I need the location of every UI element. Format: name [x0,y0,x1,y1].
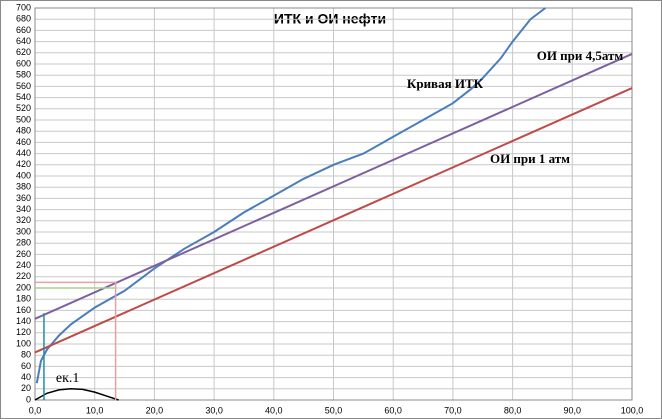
y-tick-label: 520 [16,103,31,113]
y-tick-label: 440 [16,148,31,158]
series-line [35,7,547,384]
series-line [34,87,633,354]
plot-area [34,7,633,401]
x-tick-label: 0,0 [29,405,42,415]
y-tick-label: 20 [21,383,31,393]
y-tick-label: 240 [16,260,31,270]
series-line [34,388,119,401]
y-tick-label: 580 [16,70,31,80]
y-tick-label: 0 [26,394,31,404]
y-tick-label: 60 [21,361,31,371]
y-tick-label: 340 [16,204,31,214]
y-tick-label: 560 [16,81,31,91]
annotation: ек.1 [56,371,80,386]
y-tick-label: 420 [16,159,31,169]
series-line [35,281,117,400]
y-tick-label: 620 [16,47,31,57]
y-tick-label: 400 [16,170,31,180]
x-tick-label: 10,0 [86,405,104,415]
y-tick-label: 220 [16,271,31,281]
y-tick-label: 100 [16,338,31,348]
y-tick-label: 660 [16,25,31,35]
x-tick-label: 100,0 [621,405,644,415]
x-tick-label: 80,0 [504,405,522,415]
y-tick-label: 480 [16,126,31,136]
y-tick-label: 700 [16,2,31,12]
y-tick-label: 260 [16,249,31,259]
series-line [34,53,633,320]
y-tick-label: 140 [16,316,31,326]
y-tick-label: 360 [16,193,31,203]
y-tick-label: 500 [16,114,31,124]
y-tick-label: 680 [16,14,31,24]
x-tick-label: 50,0 [325,405,343,415]
y-tick-label: 200 [16,282,31,292]
series-label: Кривая ИТК [407,76,484,91]
y-tick-label: 40 [21,372,31,382]
y-tick-label: 640 [16,36,31,46]
y-tick-label: 180 [16,294,31,304]
x-tick-label: 60,0 [384,405,402,415]
y-tick-label: 280 [16,238,31,248]
x-tick-label: 70,0 [444,405,462,415]
y-tick-label: 540 [16,92,31,102]
y-tick-label: 120 [16,327,31,337]
y-tick-label: 600 [16,58,31,68]
x-tick-label: 90,0 [564,405,582,415]
x-tick-label: 40,0 [265,405,283,415]
y-tick-label: 460 [16,137,31,147]
y-tick-label: 160 [16,305,31,315]
y-tick-label: 320 [16,215,31,225]
series-label: ОИ при 1 атм [490,151,570,166]
y-tick-label: 80 [21,350,31,360]
x-tick-label: 30,0 [205,405,223,415]
y-tick-label: 380 [16,182,31,192]
series-label: ОИ при 4,5атм [537,48,624,63]
x-tick-label: 20,0 [146,405,164,415]
y-tick-label: 300 [16,226,31,236]
